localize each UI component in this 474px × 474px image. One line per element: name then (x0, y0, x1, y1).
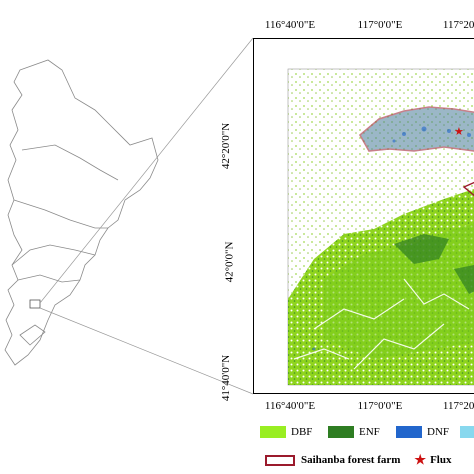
top-tick-3: 117°20'0"E (442, 19, 474, 31)
enf-swatch (328, 426, 354, 438)
land-cover-raster: ★ (287, 68, 474, 386)
legend-item-other (460, 426, 474, 438)
boundary-swatch (265, 454, 295, 466)
bottom-tick-2: 117°0'0"E (357, 400, 403, 412)
overview-boundary-3 (17, 274, 81, 283)
left-tick-2: 42°0'0"N (223, 241, 236, 283)
land-cover-map: ★ (253, 38, 474, 394)
dbf-label: DBF (291, 426, 313, 438)
bottom-tick-1: 116°40'0"E (264, 400, 316, 412)
flux-site-marker: ★ (454, 125, 464, 138)
legend-boundary-row: Saihanba forest farm ★ Flux (265, 452, 451, 468)
dnf-label: DNF (427, 426, 450, 438)
left-tick-3: 41°40'0"N (220, 354, 233, 402)
flux-label: Flux (430, 454, 452, 466)
flux-star-icon: ★ (414, 452, 427, 467)
dbf-swatch (260, 426, 286, 438)
top-tick-1: 116°40'0"E (264, 19, 316, 31)
left-tick-1: 42°20'0"N (220, 122, 233, 170)
enf-patches-2 (454, 265, 474, 294)
legend-item-enf: ENF (328, 426, 380, 438)
saihanba-boundary (358, 106, 474, 152)
other-swatch (460, 426, 474, 438)
overview-peninsula (19, 324, 46, 346)
overview-outline (4, 59, 159, 366)
dnf-swatch (396, 426, 422, 438)
top-tick-2: 117°0'0"E (357, 19, 403, 31)
enf-patches (394, 234, 449, 264)
overview-map (4, 59, 159, 366)
dnf-specks (312, 126, 471, 351)
legend-item-dbf: DBF (260, 426, 312, 438)
bottom-tick-3: 117°20'0"E (442, 400, 474, 412)
overview-boundary-1 (21, 144, 119, 181)
boundary-label: Saihanba forest farm (301, 454, 401, 466)
legend-item-dnf: DNF (396, 426, 449, 438)
enf-label: ENF (359, 426, 380, 438)
study-area-marker (29, 299, 41, 309)
overview-boundary-2 (13, 199, 108, 229)
